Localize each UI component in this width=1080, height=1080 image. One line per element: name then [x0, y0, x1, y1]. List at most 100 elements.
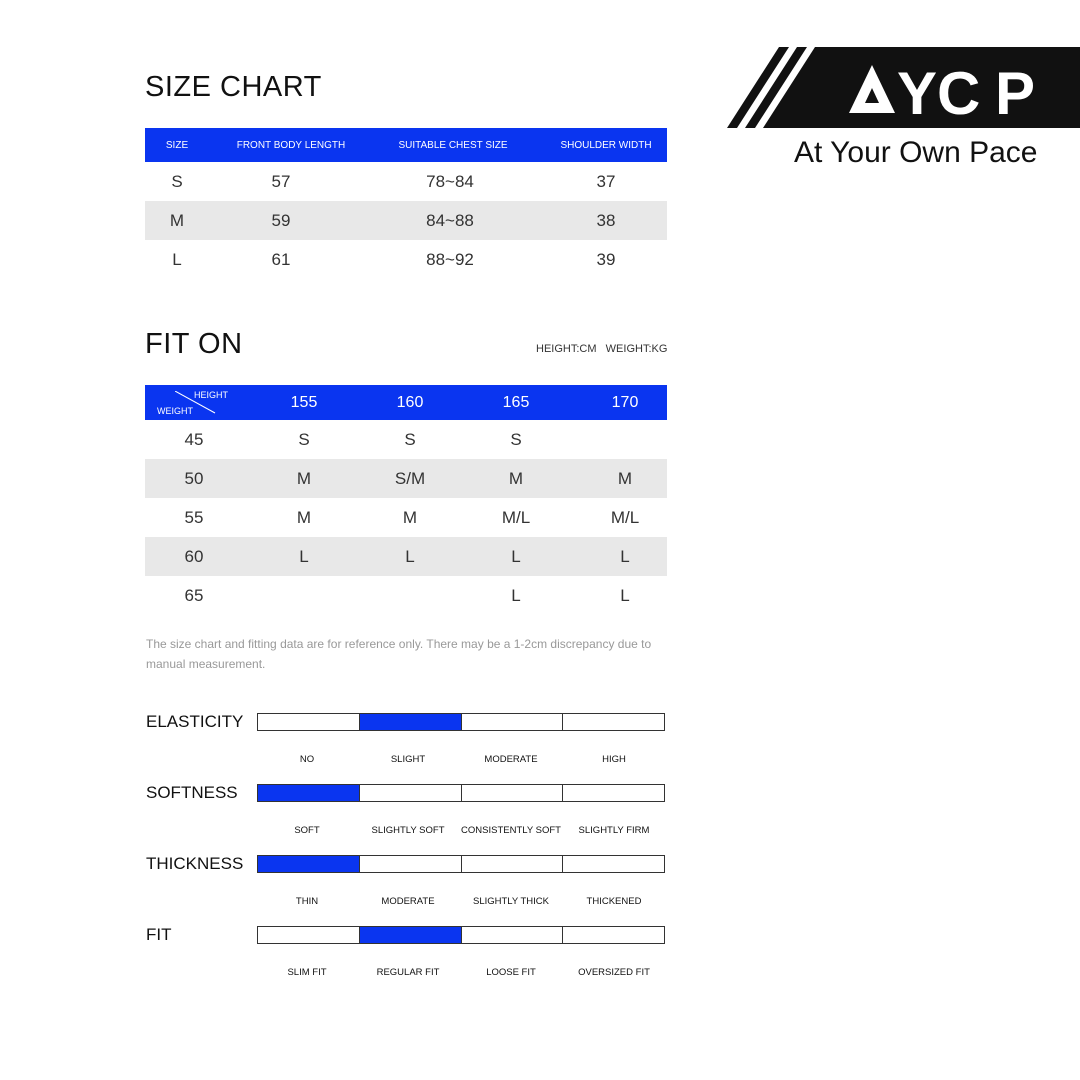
diagonal-divider [175, 391, 216, 414]
disclaimer-note: The size chart and fitting data are for … [146, 637, 652, 671]
scale-label: MODERATE [381, 896, 435, 907]
size-cell: L [511, 546, 521, 566]
scale-label: SLIGHTLY FIRM [578, 825, 650, 836]
scale-segment [462, 785, 564, 801]
table-row: 55 M M M/L M/L [145, 498, 667, 537]
corner-weight: WEIGHT [157, 406, 193, 416]
size-cell: L [511, 585, 521, 605]
fit-on-title: FIT ON [145, 328, 243, 360]
size-chart-table: SIZE FRONT BODY LENGTH SUITABLE CHEST SI… [145, 128, 667, 279]
units-label: HEIGHT:CM WEIGHT:KG [536, 343, 668, 355]
size-chart-header: SIZE FRONT BODY LENGTH SUITABLE CHEST SI… [145, 128, 667, 162]
height-header: 160 [396, 393, 424, 411]
scale-label: CONSISTENTLY SOFT [461, 825, 561, 836]
size-cell: S/M [394, 468, 426, 488]
table-cell: 37 [596, 171, 616, 191]
brand-logo: YC P [727, 47, 1080, 128]
scale-segment [360, 785, 462, 801]
table-cell: 57 [271, 171, 291, 191]
scale-segment [462, 714, 564, 730]
height-header: 170 [611, 393, 639, 411]
attribute-name: THICKNESS [146, 854, 244, 873]
weight-cell: 65 [184, 585, 204, 605]
size-cell: M [508, 468, 524, 488]
brand-tagline: At Your Own Pace [794, 136, 1038, 169]
scale-label: SLIM FIT [287, 967, 327, 978]
scale-segment [359, 714, 462, 730]
scale-label: OVERSIZED FIT [578, 967, 650, 978]
corner-height: HEIGHT [194, 390, 229, 400]
table-cell: 38 [596, 210, 616, 230]
size-cell: L [620, 546, 630, 566]
weight-cell: 55 [184, 507, 204, 527]
table-cell: 39 [596, 249, 616, 269]
table-row: 65 L L [145, 576, 667, 615]
svg-text:P: P [995, 60, 1035, 127]
scale-label: THICKENED [586, 896, 642, 907]
scale-segment [258, 927, 360, 943]
weight-cell: 60 [184, 546, 204, 566]
fit-on-table: HEIGHT WEIGHT 155 160 165 170 45 S S S 50 M S/M M M… [145, 385, 667, 615]
scale-segment [462, 856, 564, 872]
scale-segment [563, 927, 664, 943]
attribute-scale-bar [257, 713, 665, 731]
attribute-scale-bar [257, 926, 665, 944]
table-row: 60 L L L L [145, 537, 667, 576]
fit-on-header: HEIGHT WEIGHT 155 160 165 170 [145, 385, 667, 420]
table-cell: 78~84 [426, 171, 474, 191]
scale-label: LOOSE FIT [486, 967, 536, 978]
attribute-name: SOFTNESS [146, 783, 238, 802]
scale-label: REGULAR FIT [376, 967, 440, 978]
attribute-scale-bar [257, 784, 665, 802]
table-row: 50 M S/M M M [145, 459, 667, 498]
size-cell: L [620, 585, 630, 605]
size-cell: M/L [610, 507, 640, 527]
scale-segment [258, 714, 360, 730]
weight-cell: 45 [184, 429, 204, 449]
table-cell: M [169, 210, 185, 230]
scale-segment [563, 714, 664, 730]
size-cell: L [405, 546, 415, 566]
size-cell: M [402, 507, 418, 527]
size-cell: M/L [501, 507, 531, 527]
scale-segment [563, 856, 664, 872]
size-chart-title: SIZE CHART [145, 71, 322, 103]
svg-text:YC: YC [897, 60, 980, 127]
table-cell: 61 [271, 249, 291, 269]
attribute-name: ELASTICITY [146, 712, 244, 731]
scale-segment [360, 856, 462, 872]
scale-label: SLIGHTLY SOFT [371, 825, 445, 836]
scale-label: SLIGHTLY THICK [472, 896, 550, 907]
scale-label: SLIGHT [390, 754, 426, 765]
scale-label: NO [299, 754, 315, 765]
scale-segment [359, 927, 462, 943]
table-cell: 84~88 [426, 210, 474, 230]
table-cell: 59 [271, 210, 291, 230]
weight-cell: 50 [184, 468, 204, 488]
scale-label: SOFT [294, 825, 320, 836]
scale-segment [258, 856, 360, 872]
height-header: 155 [290, 393, 318, 411]
table-row: L 61 88~92 39 [145, 240, 667, 279]
scale-segment [462, 927, 564, 943]
table-row: S 57 78~84 37 [145, 162, 667, 201]
table-cell: L [172, 249, 182, 269]
table-cell: S [171, 171, 183, 191]
height-header: 165 [502, 393, 530, 411]
header-size: SIZE [165, 139, 189, 151]
table-row: M 59 84~88 38 [145, 201, 667, 240]
attribute-scale-bar [257, 855, 665, 873]
table-cell: 88~92 [426, 249, 474, 269]
attribute-name: FIT [146, 925, 172, 944]
scale-label: HIGH [602, 754, 626, 765]
header-chest: SUITABLE CHEST SIZE [398, 139, 508, 151]
header-length: FRONT BODY LENGTH [236, 139, 346, 151]
header-shoulder: SHOULDER WIDTH [560, 139, 652, 151]
size-cell: M [296, 507, 312, 527]
scale-segment [563, 785, 664, 801]
scale-segment [258, 785, 360, 801]
size-cell: M [296, 468, 312, 488]
size-cell: S [510, 429, 522, 449]
size-cell: L [299, 546, 309, 566]
size-cell: S [298, 429, 310, 449]
